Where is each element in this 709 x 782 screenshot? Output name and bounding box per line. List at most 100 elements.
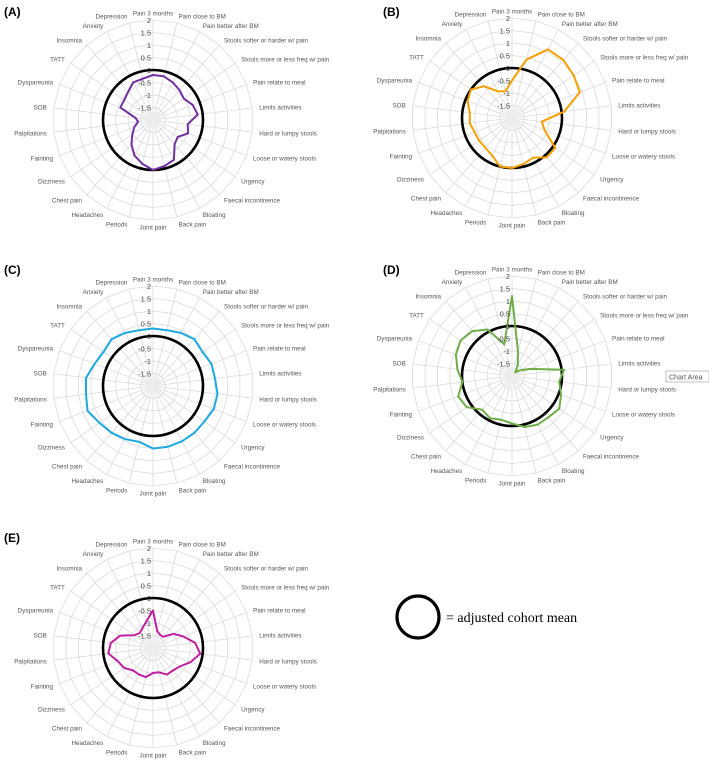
tick-label: 0 bbox=[147, 594, 151, 603]
category-label: Limits activities bbox=[259, 633, 301, 640]
category-label: Depression bbox=[455, 12, 487, 19]
category-label: Dizziness bbox=[38, 444, 65, 451]
category-label: Palpitations bbox=[14, 130, 47, 137]
category-label: Bloating bbox=[203, 478, 226, 485]
tick-label: -0.5 bbox=[138, 345, 151, 354]
category-label: Pain 3 months bbox=[133, 539, 173, 546]
centre-dot bbox=[147, 380, 159, 392]
tick-label: 1 bbox=[506, 39, 510, 48]
category-label: SOB bbox=[33, 371, 46, 378]
category-label: Dizziness bbox=[38, 706, 65, 713]
category-label: Pain close to BM bbox=[538, 270, 585, 277]
tick-label: 0.5 bbox=[141, 320, 151, 329]
category-label: Periods bbox=[106, 487, 127, 494]
tick-label: -1 bbox=[503, 89, 510, 98]
category-label: TATT bbox=[409, 55, 424, 62]
category-label: Anxiety bbox=[83, 551, 105, 558]
category-label: SOB bbox=[392, 361, 405, 368]
category-label: Fainting bbox=[31, 155, 54, 162]
category-label: Hard or lumpy stools bbox=[259, 130, 317, 137]
radar-chart-d: (D) 2 1.5 1 0.5 0 -0.5 -1 -1.5 Pain 3 months Pain … bbox=[373, 263, 689, 488]
tick-label: 2 bbox=[506, 272, 510, 281]
category-label: Loose or watery stools bbox=[253, 683, 316, 690]
category-label: Stools more or less freq w/ pain bbox=[241, 57, 330, 64]
category-label: Bloating bbox=[562, 468, 585, 475]
category-label: Urgency bbox=[241, 444, 265, 451]
tick-label: -0.5 bbox=[138, 607, 151, 616]
category-label: Pain relate to meal bbox=[253, 80, 306, 87]
tick-label: 0 bbox=[147, 332, 151, 341]
category-label: Stools softer or harder w/ pain bbox=[224, 303, 308, 310]
category-label: Periods bbox=[106, 221, 127, 228]
category-label: SOB bbox=[33, 105, 46, 112]
category-label: Chest pain bbox=[52, 198, 83, 205]
category-label: Insomnia bbox=[56, 303, 82, 310]
category-label: Pain close to BM bbox=[179, 14, 226, 21]
category-label: Headaches bbox=[71, 212, 103, 219]
tick-label: -1.5 bbox=[138, 370, 151, 379]
category-label: Pain better after BM bbox=[203, 551, 259, 558]
legend-label: = adjusted cohort mean bbox=[446, 611, 577, 626]
category-label: Faecal incontinence bbox=[224, 726, 281, 733]
tick-label: 1 bbox=[147, 41, 151, 50]
radar-chart-c: (C) 2 1.5 1 0.5 0 -0.5 -1 -1.5 Pain 3 months Pain … bbox=[4, 263, 330, 498]
tick-label: 1.5 bbox=[141, 557, 151, 566]
category-label: Depression bbox=[455, 270, 487, 277]
category-label: Pain 3 months bbox=[133, 11, 173, 18]
radar-chart-e: (E) 2 1.5 1 0.5 0 -0.5 -1 -1.5 Pain 3 months Pain … bbox=[4, 531, 330, 760]
category-label: Pain better after BM bbox=[203, 289, 259, 296]
category-label: Back pain bbox=[538, 477, 566, 484]
tick-label: 1.5 bbox=[500, 285, 510, 294]
category-label: TATT bbox=[50, 323, 65, 330]
category-label: Hard or lumpy stools bbox=[259, 396, 317, 403]
category-label: Dyspareunia bbox=[377, 78, 413, 85]
centre-dot bbox=[147, 642, 159, 654]
category-label: Faecal incontinence bbox=[583, 454, 640, 461]
category-label: Pain relate to meal bbox=[253, 608, 306, 615]
category-label: Hard or lumpy stools bbox=[259, 658, 317, 665]
tick-label: 2 bbox=[147, 282, 151, 291]
series-line bbox=[119, 74, 199, 171]
category-label: Dizziness bbox=[397, 434, 424, 441]
category-label: Chest pain bbox=[411, 454, 442, 461]
tick-label: 0.5 bbox=[500, 52, 510, 61]
category-label: Loose or watery stools bbox=[612, 153, 675, 160]
category-label: Headaches bbox=[430, 468, 462, 475]
legend-mean-circle bbox=[395, 594, 441, 640]
category-label: SOB bbox=[33, 633, 46, 640]
tick-label: -0.5 bbox=[497, 77, 510, 86]
category-label: Depression bbox=[96, 542, 128, 549]
category-label: Pain close to BM bbox=[179, 542, 226, 549]
series-line bbox=[85, 327, 219, 450]
tick-label: 0.5 bbox=[141, 582, 151, 591]
tick-label: 0.5 bbox=[500, 310, 510, 319]
category-label: Dizziness bbox=[397, 176, 424, 183]
category-label: Stools softer or harder w/ pain bbox=[224, 565, 308, 572]
category-label: SOB bbox=[392, 103, 405, 110]
category-label: Limits activities bbox=[618, 103, 660, 110]
centre-dot bbox=[506, 112, 518, 124]
category-label: Joint pain bbox=[499, 481, 526, 488]
category-label: Bloating bbox=[203, 740, 226, 747]
category-label: Joint pain bbox=[140, 491, 167, 498]
category-label: Anxiety bbox=[83, 289, 105, 296]
category-label: Back pain bbox=[179, 749, 207, 756]
category-label: Dizziness bbox=[38, 178, 65, 185]
category-label: Insomnia bbox=[415, 35, 441, 42]
category-label: Dyspareunia bbox=[18, 608, 54, 615]
category-label: Faecal incontinence bbox=[224, 464, 281, 471]
category-label: Back pain bbox=[179, 221, 207, 228]
tick-label: 1.5 bbox=[500, 27, 510, 36]
centre-dot bbox=[147, 114, 159, 126]
tick-label: -0.5 bbox=[138, 79, 151, 88]
category-label: Loose or watery stools bbox=[612, 411, 675, 418]
cohort-mean-circle bbox=[101, 334, 205, 438]
cohort-mean-circle bbox=[101, 596, 205, 700]
tick-label: 1 bbox=[147, 307, 151, 316]
tick-label: 2 bbox=[147, 544, 151, 553]
tick-label: 0 bbox=[506, 322, 510, 331]
category-label: Joint pain bbox=[140, 225, 167, 232]
tick-label: 0 bbox=[147, 66, 151, 75]
tick-label: 2 bbox=[147, 16, 151, 25]
